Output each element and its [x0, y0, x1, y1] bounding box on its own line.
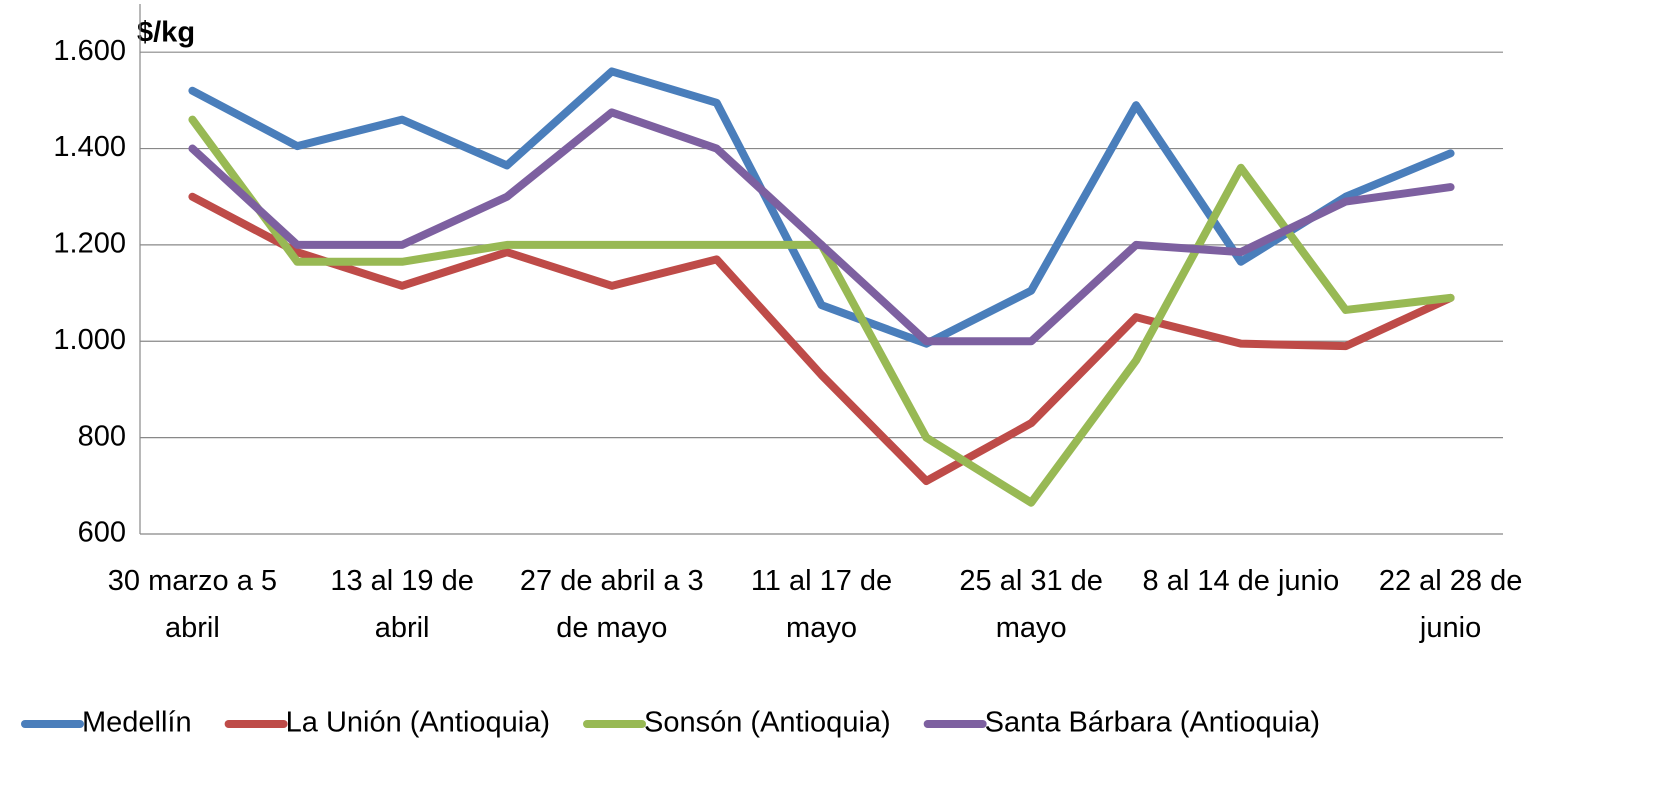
y-tick-label: 1.600 [53, 35, 126, 67]
series-line [188, 115, 1455, 507]
x-tick-label: 30 marzo a 5 abril [108, 565, 277, 644]
x-tick-label: 22 al 28 de junio [1379, 565, 1523, 644]
y-tick-label: 1.000 [53, 324, 126, 356]
legend-label: Santa Bárbara (Antioquia) [985, 707, 1320, 739]
legend-label: La Unión (Antioquia) [286, 707, 550, 739]
y-tick-label: 800 [78, 420, 126, 452]
series-line [188, 108, 1455, 346]
y-axis-label: $/kg [137, 17, 195, 49]
series-line [188, 192, 1455, 485]
legend-label: Sonsón (Antioquia) [644, 707, 891, 739]
x-tick-label: 25 al 31 de mayo [959, 565, 1103, 644]
y-tick-label: 1.200 [53, 228, 126, 260]
x-tick-label: 27 de abril a 3 de mayo [520, 565, 704, 644]
x-tick-label: 8 al 14 de junio [1143, 565, 1340, 597]
x-tick-label: 11 al 17 de mayo [751, 565, 892, 644]
x-tick-label: 13 al 19 de abril [330, 565, 474, 644]
y-tick-label: 600 [78, 517, 126, 549]
legend-label: Medellín [82, 707, 192, 739]
series-line [188, 67, 1455, 348]
y-tick-label: 1.400 [53, 131, 126, 163]
